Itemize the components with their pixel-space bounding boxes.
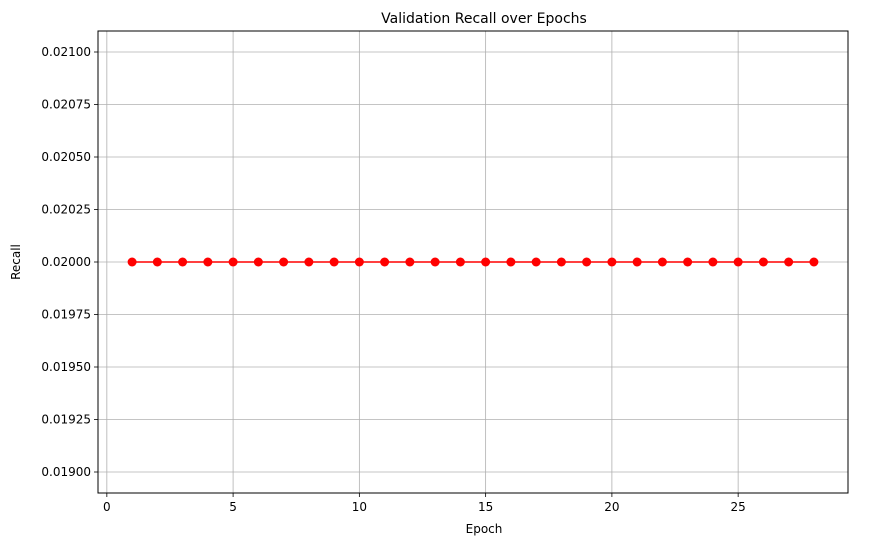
data-point	[203, 257, 213, 267]
data-point	[531, 257, 541, 267]
data-point	[279, 257, 289, 267]
data-point	[556, 257, 566, 267]
y-tick-label: 0.02025	[41, 203, 91, 217]
x-tick-label: 15	[478, 500, 493, 514]
data-point	[354, 257, 364, 267]
data-point	[758, 257, 768, 267]
y-tick-label: 0.01900	[41, 465, 91, 479]
data-point	[329, 257, 339, 267]
data-point	[607, 257, 617, 267]
data-point	[455, 257, 465, 267]
x-tick-label: 20	[604, 500, 619, 514]
x-tick-label: 25	[731, 500, 746, 514]
data-point	[784, 257, 794, 267]
y-tick-label: 0.01975	[41, 308, 91, 322]
y-tick-label: 0.02000	[41, 255, 91, 269]
data-point	[506, 257, 516, 267]
x-tick-label: 10	[352, 500, 367, 514]
data-series	[127, 257, 819, 267]
data-point	[582, 257, 592, 267]
x-tick-label: 0	[103, 500, 111, 514]
data-point	[152, 257, 162, 267]
x-axis-label: Epoch	[466, 522, 503, 536]
y-tick-label: 0.01950	[41, 360, 91, 374]
chart-title: Validation Recall over Epochs	[381, 11, 587, 27]
y-tick-label: 0.02075	[41, 98, 91, 112]
data-point	[304, 257, 314, 267]
data-point	[178, 257, 188, 267]
data-point	[657, 257, 667, 267]
x-axis-ticks: 0 5 10 15 20 25	[103, 493, 746, 514]
data-point	[809, 257, 819, 267]
y-tick-label: 0.01925	[41, 413, 91, 427]
y-tick-label: 0.02050	[41, 150, 91, 164]
data-point	[380, 257, 390, 267]
data-point	[481, 257, 491, 267]
data-point	[405, 257, 415, 267]
y-axis-ticks: 0.01900 0.01925 0.01950 0.01975 0.02000 0.020…	[41, 45, 98, 479]
data-point	[733, 257, 743, 267]
data-point	[228, 257, 238, 267]
y-axis-label: Recall	[9, 244, 23, 280]
data-point	[632, 257, 642, 267]
x-tick-label: 5	[229, 500, 237, 514]
y-tick-label: 0.02100	[41, 45, 91, 59]
data-point	[253, 257, 263, 267]
data-point	[430, 257, 440, 267]
data-point	[708, 257, 718, 267]
data-point	[683, 257, 693, 267]
data-point	[127, 257, 137, 267]
